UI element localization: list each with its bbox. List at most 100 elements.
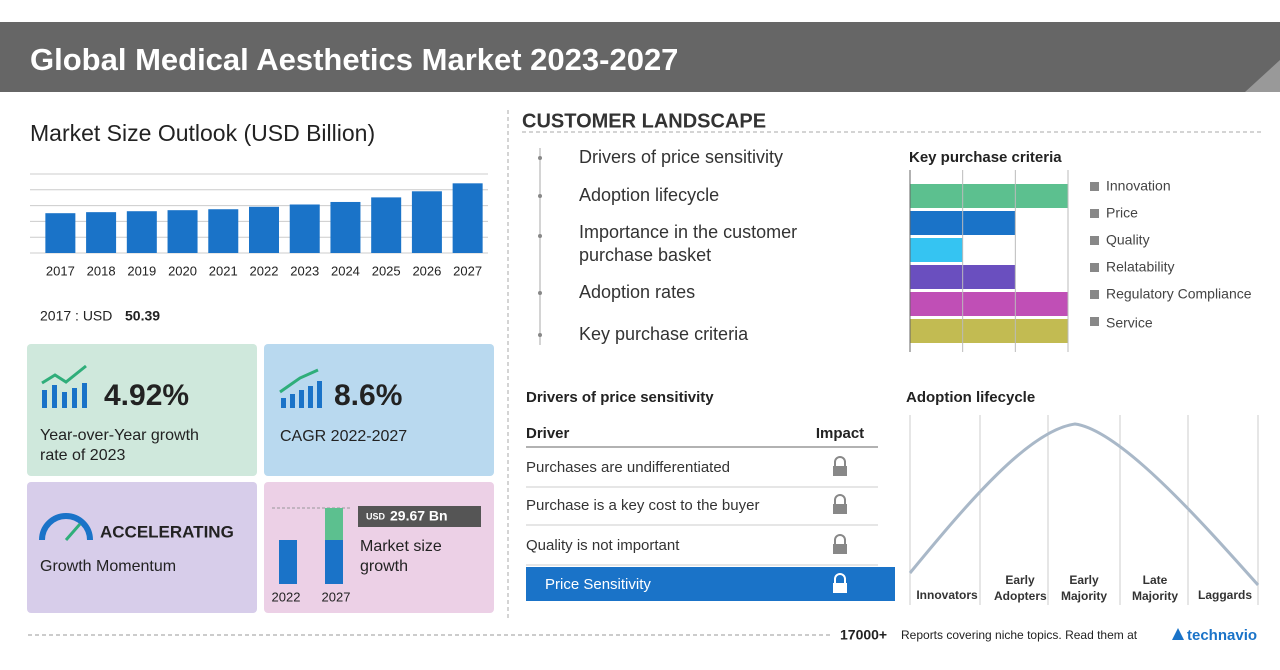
kpi-icon bbox=[41, 364, 87, 408]
list-dot bbox=[538, 291, 542, 295]
list-item: Adoption rates bbox=[579, 282, 695, 302]
table-title: Drivers of price sensitivity bbox=[526, 389, 714, 406]
list-dot bbox=[538, 194, 542, 198]
section-title: CUSTOMER LANDSCAPE bbox=[522, 110, 766, 132]
table-cell: Purchases are undifferentiated bbox=[526, 459, 730, 476]
legend-label: Relatability bbox=[1106, 259, 1174, 275]
kpi-card bbox=[264, 344, 494, 476]
x-tick-label: 2018 bbox=[87, 263, 116, 278]
kpi-label: Year-over-Year growth rate of 2023 bbox=[40, 427, 199, 464]
year-label: 2022 bbox=[272, 589, 301, 604]
kpi-value: 8.6% bbox=[334, 379, 402, 412]
bar bbox=[910, 319, 1068, 343]
start-value: 50.39 bbox=[125, 308, 160, 324]
title: Global Medical Aesthetics Market 2023-20… bbox=[30, 42, 678, 77]
growth-label-box: Market size growth bbox=[360, 538, 442, 575]
bar bbox=[411, 191, 442, 253]
kpi-card bbox=[27, 482, 257, 613]
kpi-value: ACCELERATING bbox=[100, 522, 234, 541]
stage-label-box: Early Adopters bbox=[994, 573, 1047, 603]
growth-value: 29.67 Bn bbox=[390, 508, 448, 524]
bar bbox=[86, 212, 117, 253]
kpi-label-box: Year-over-Year growth rate of 2023 bbox=[40, 427, 199, 464]
lock-icon bbox=[833, 504, 847, 514]
kpi-card bbox=[27, 344, 257, 476]
list-item: Adoption lifecycle bbox=[579, 185, 719, 205]
legend-swatch bbox=[1090, 182, 1099, 191]
start-label: 2017 : USD bbox=[40, 308, 112, 324]
header-band bbox=[0, 22, 1280, 92]
bar bbox=[167, 210, 198, 253]
table-cell: Quality is not important bbox=[526, 537, 680, 554]
table-header: Driver bbox=[526, 425, 570, 442]
lock-icon bbox=[833, 544, 847, 554]
x-tick-label: 2017 bbox=[46, 263, 75, 278]
stage-label: Early Adopters bbox=[994, 573, 1047, 603]
x-tick-label: 2026 bbox=[412, 263, 441, 278]
x-tick-label: 2023 bbox=[290, 263, 319, 278]
x-tick-label: 2019 bbox=[127, 263, 156, 278]
kpi-label: CAGR 2022-2027 bbox=[280, 428, 407, 445]
footer-count: 17000+ bbox=[840, 627, 887, 643]
bar bbox=[126, 211, 157, 253]
growth-mini-chart bbox=[272, 507, 350, 584]
list-item: Key purchase criteria bbox=[579, 324, 749, 344]
kpi-value: 4.92% bbox=[104, 379, 189, 412]
legend-swatch bbox=[1090, 317, 1099, 326]
bar bbox=[289, 204, 320, 253]
chart-title: Market Size Outlook (USD Billion) bbox=[30, 120, 375, 146]
x-tick-label: 2022 bbox=[250, 263, 279, 278]
legend-swatch bbox=[1090, 209, 1099, 218]
list-item-box: Importance in the customer purchase bask… bbox=[579, 222, 798, 265]
growth-badge bbox=[358, 506, 481, 527]
x-tick-label: 2027 bbox=[453, 263, 482, 278]
lock-icon bbox=[834, 573, 846, 583]
list-dot bbox=[538, 333, 542, 337]
legend-label: Quality bbox=[1106, 232, 1150, 248]
legend-label: Service bbox=[1106, 315, 1153, 331]
bar bbox=[910, 238, 963, 262]
year-label: 2027 bbox=[322, 589, 351, 604]
stage-label: Laggards bbox=[1198, 588, 1252, 602]
x-tick-label: 2021 bbox=[209, 263, 238, 278]
kpi-icon bbox=[39, 513, 93, 541]
legend-swatch bbox=[1090, 236, 1099, 245]
growth-label: Market size growth bbox=[360, 538, 442, 575]
bar bbox=[208, 209, 239, 253]
list-item: Importance in the customer purchase bask… bbox=[579, 222, 798, 265]
lock-icon bbox=[834, 456, 846, 466]
stage-label-box: Early Majority bbox=[1060, 573, 1107, 603]
stage-label-box: Late Majority bbox=[1131, 573, 1178, 603]
kpi-label: Growth Momentum bbox=[40, 558, 176, 575]
lock-icon bbox=[833, 466, 847, 476]
table-cell: Purchase is a key cost to the buyer bbox=[526, 497, 759, 514]
footer-brand: technavio bbox=[1187, 627, 1257, 644]
x-tick-label: 2024 bbox=[331, 263, 360, 278]
bar bbox=[910, 292, 1068, 316]
legend-label: Regulatory Compliance bbox=[1106, 286, 1252, 302]
brand-icon bbox=[1172, 628, 1184, 640]
bar bbox=[45, 213, 76, 253]
bar bbox=[330, 201, 361, 253]
footer-text: Reports covering niche topics. Read them… bbox=[901, 628, 1138, 642]
lock-icon bbox=[833, 583, 847, 593]
bar bbox=[910, 184, 1068, 208]
header-corner bbox=[1245, 60, 1280, 92]
table-cell: Price Sensitivity bbox=[545, 576, 651, 593]
stage-label: Late Majority bbox=[1131, 573, 1178, 603]
list-dot bbox=[538, 234, 542, 238]
lock-icon bbox=[834, 494, 846, 504]
legend-label: Innovation bbox=[1106, 178, 1171, 194]
stage-label: Innovators bbox=[916, 588, 978, 602]
kpi-icon bbox=[279, 368, 322, 408]
list-item: Drivers of price sensitivity bbox=[579, 147, 783, 167]
legend-swatch bbox=[1090, 290, 1099, 299]
chart-title: Adoption lifecycle bbox=[906, 389, 1035, 406]
stage-label: Early Majority bbox=[1060, 573, 1107, 603]
x-tick-label: 2025 bbox=[372, 263, 401, 278]
bar bbox=[371, 197, 402, 253]
legend-swatch bbox=[1090, 263, 1099, 272]
table-header: Impact bbox=[816, 425, 864, 442]
